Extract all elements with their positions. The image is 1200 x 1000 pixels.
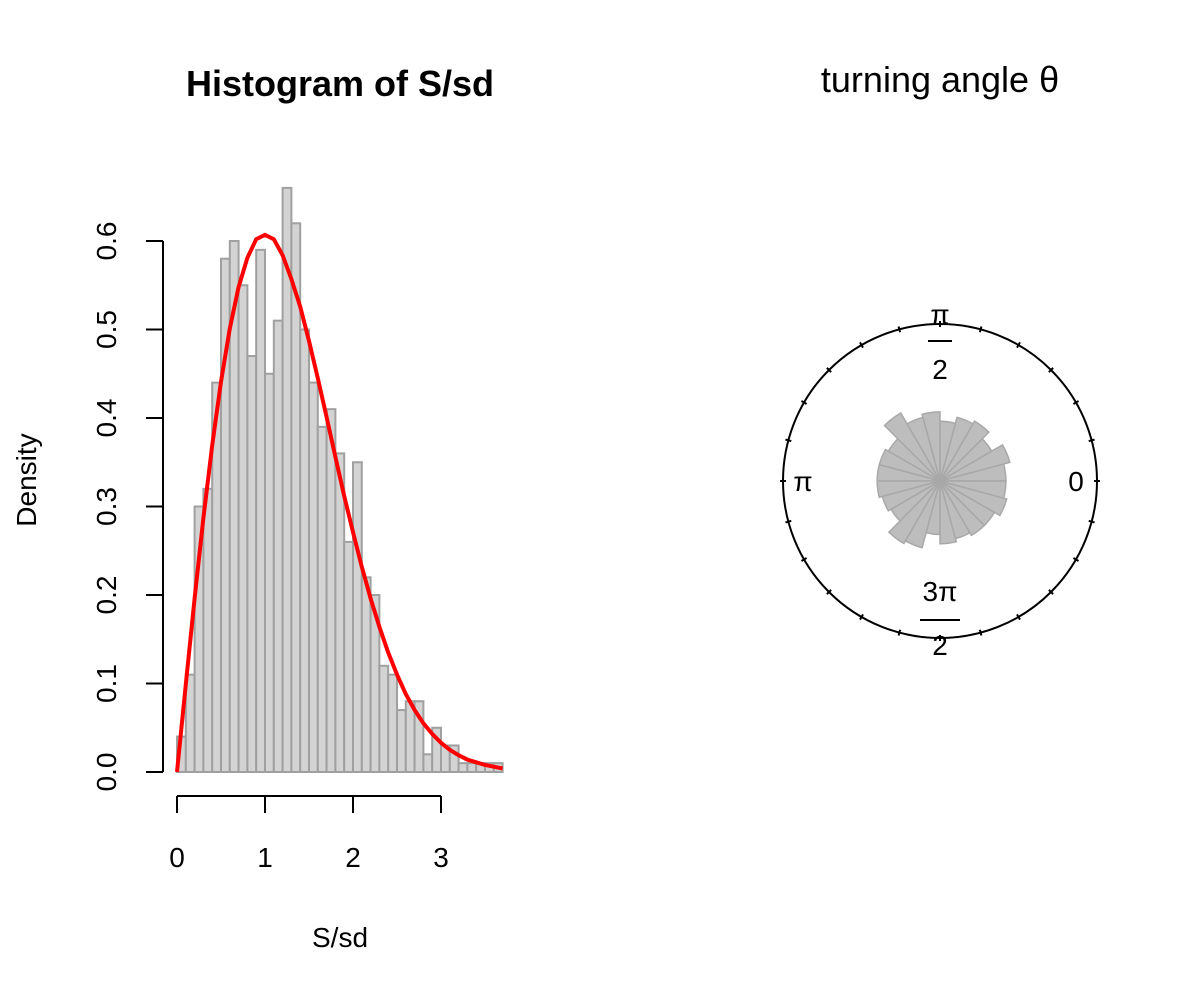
direction-label-north-denominator: 2 bbox=[932, 354, 948, 385]
rose-tick bbox=[1072, 557, 1080, 562]
y-tick-label: 0.1 bbox=[91, 664, 122, 703]
x-tick-label: 3 bbox=[433, 842, 449, 873]
histogram-bar bbox=[457, 762, 469, 774]
histogram-bar bbox=[387, 673, 399, 774]
histogram-bar bbox=[237, 284, 249, 773]
rose-tick bbox=[1088, 519, 1095, 524]
rose-petal bbox=[939, 480, 1007, 500]
rose-tick bbox=[800, 400, 808, 405]
direction-label-north-numerator: π bbox=[930, 299, 949, 330]
histogram-bar bbox=[246, 355, 258, 773]
histogram-bar bbox=[325, 408, 337, 773]
rose-tick bbox=[1048, 589, 1054, 595]
rose-tick bbox=[1088, 438, 1095, 443]
rose-petal bbox=[883, 411, 941, 482]
x-ticks: 0 1 2 3 bbox=[169, 796, 449, 873]
histogram-panel: Histogram of S/sd 0.0 0.1 0.2 0.3 0.4 0.5 0.6 … bbox=[11, 63, 504, 953]
y-tick-label: 0.6 bbox=[91, 222, 122, 261]
rose-tick bbox=[897, 629, 902, 636]
rose-tick bbox=[1072, 400, 1080, 405]
rose-tick bbox=[826, 367, 832, 373]
histogram-bar bbox=[396, 709, 407, 773]
x-axis: 0 1 2 3 S/sd bbox=[169, 795, 449, 953]
histogram-bar bbox=[378, 664, 390, 773]
histogram-bar bbox=[308, 381, 319, 773]
rose-petal bbox=[904, 480, 941, 549]
rose-tick bbox=[1048, 367, 1054, 373]
rose-petal bbox=[939, 416, 975, 482]
direction-label-north: π 2 bbox=[928, 299, 952, 385]
rose-tick bbox=[785, 438, 792, 443]
histogram-title: Histogram of S/sd bbox=[186, 63, 494, 104]
rose-petal bbox=[881, 480, 941, 512]
y-tick-label: 0.4 bbox=[91, 399, 122, 438]
rose-tick bbox=[978, 629, 983, 636]
histogram-bar bbox=[343, 540, 355, 774]
x-tick-label: 1 bbox=[257, 842, 273, 873]
rose-panel: turning angle θ 0 π π 2 3π 2 bbox=[780, 59, 1100, 661]
direction-label-south-denominator: 2 bbox=[932, 630, 948, 661]
histogram-bars bbox=[176, 186, 504, 774]
rose-tick bbox=[897, 326, 902, 333]
histogram-bar bbox=[466, 762, 478, 774]
rose-tick bbox=[1016, 613, 1021, 621]
y-tick-label: 0.0 bbox=[91, 753, 122, 792]
direction-label-south-numerator: 3π bbox=[923, 576, 958, 607]
x-tick-label: 2 bbox=[345, 842, 361, 873]
rose-ticks bbox=[780, 321, 1100, 641]
x-axis-label: S/sd bbox=[312, 922, 368, 953]
rose-tick bbox=[1016, 341, 1021, 349]
histogram-bar bbox=[352, 461, 363, 773]
rose-petal bbox=[939, 420, 990, 482]
y-tick-label: 0.3 bbox=[91, 487, 122, 526]
density-curve bbox=[175, 232, 504, 773]
rose-petal bbox=[939, 443, 1011, 482]
histogram-bar bbox=[255, 248, 267, 774]
histogram-bar bbox=[404, 700, 416, 774]
histogram-bar bbox=[272, 319, 284, 773]
histogram-bar bbox=[202, 487, 214, 773]
y-axis: 0.0 0.1 0.2 0.3 0.4 0.5 0.6 Density bbox=[11, 222, 164, 792]
histogram-bar bbox=[413, 700, 425, 774]
rose-petal bbox=[939, 480, 1008, 517]
rose-tick bbox=[859, 613, 864, 621]
histogram-bar bbox=[299, 328, 311, 773]
y-tick-label: 0.5 bbox=[91, 310, 122, 349]
histogram-bar bbox=[316, 425, 328, 773]
rose-tick bbox=[826, 589, 832, 595]
histogram-bar bbox=[264, 372, 275, 773]
direction-label-west: π bbox=[793, 466, 812, 497]
y-ticks: 0.0 0.1 0.2 0.3 0.4 0.5 0.6 bbox=[91, 222, 163, 792]
direction-label-south: 3π 2 bbox=[920, 576, 960, 661]
rose-tick bbox=[978, 326, 983, 333]
rose-petals bbox=[876, 411, 1011, 549]
rose-tick bbox=[859, 341, 864, 349]
y-tick-label: 0.2 bbox=[91, 576, 122, 615]
x-tick-label: 0 bbox=[169, 842, 185, 873]
histogram-bar bbox=[334, 452, 346, 773]
histogram-bar bbox=[422, 753, 434, 773]
y-axis-label: Density bbox=[11, 433, 42, 526]
histogram-bar bbox=[448, 744, 460, 774]
direction-label-east: 0 bbox=[1068, 466, 1084, 497]
rose-petal bbox=[887, 480, 941, 545]
rose-tick bbox=[800, 557, 808, 562]
histogram-bar bbox=[360, 576, 372, 773]
rose-title: turning angle θ bbox=[821, 59, 1059, 100]
rose-tick bbox=[785, 519, 792, 524]
